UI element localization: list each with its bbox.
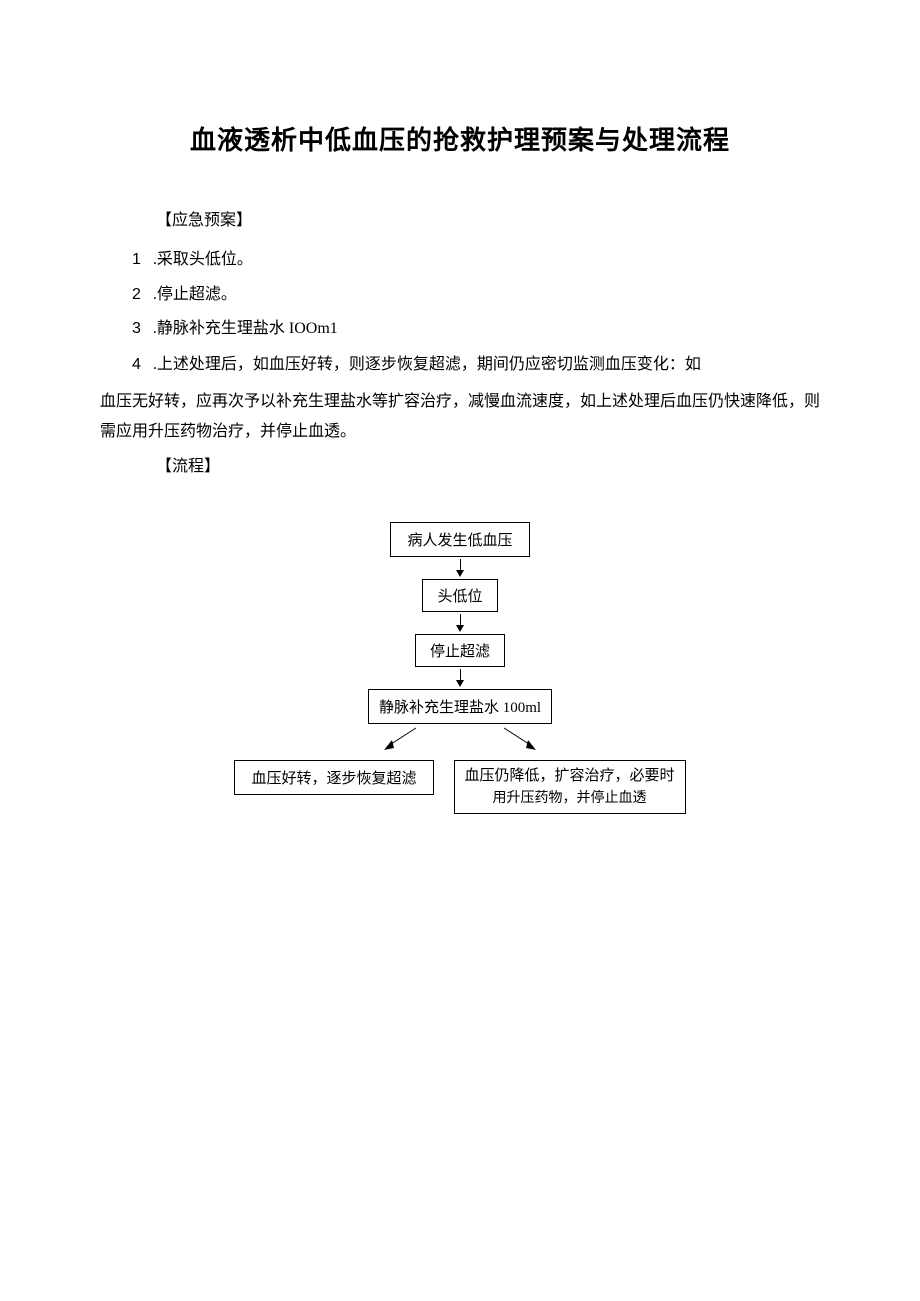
flow-node-bp-improve: 血压好转，逐步恢复超滤 bbox=[234, 760, 433, 795]
flow-node-saline: 静脉补充生理盐水 100ml bbox=[368, 689, 552, 724]
flow-node-bp-drop-line1: 血压仍降低，扩容治疗，必要时 bbox=[465, 765, 675, 788]
page-title: 血液透析中低血压的抢救护理预案与处理流程 bbox=[100, 120, 820, 157]
item-text: .停止超滤。 bbox=[149, 286, 237, 303]
arrow-diagonal-left-icon bbox=[380, 726, 420, 752]
item-text: .上述处理后，如血压好转，则逐步恢复超滤，期间仍应密切监测血压变化：如 bbox=[149, 356, 701, 373]
flowchart-container: 病人发生低血压 头低位 停止超滤 静脉补充生理盐水 100ml 血压好转，逐步恢… bbox=[100, 522, 820, 814]
flow-split-row: 血压好转，逐步恢复超滤 血压仍降低，扩容治疗，必要时 用升压药物，并停止血透 bbox=[234, 760, 685, 814]
emergency-plan-header: 【应急预案】 bbox=[156, 207, 820, 236]
plan-item-3: 3 .静脉补充生理盐水 IOOm1 bbox=[132, 315, 820, 344]
arrow-down-icon bbox=[459, 669, 461, 687]
plan-item-2: 2 .停止超滤。 bbox=[132, 281, 820, 310]
item-number: 2 bbox=[132, 286, 141, 303]
flow-node-bp-drop-line2: 用升压药物，并停止血透 bbox=[465, 788, 675, 809]
item-number: 1 bbox=[132, 251, 141, 268]
flow-node-stop-uf: 停止超滤 bbox=[415, 634, 505, 667]
plan-item-1: 1 .采取头低位。 bbox=[132, 246, 820, 275]
item-text: .静脉补充生理盐水 IOOm1 bbox=[149, 320, 338, 337]
item-number: 3 bbox=[132, 320, 141, 337]
flow-node-start: 病人发生低血压 bbox=[390, 522, 529, 557]
arrow-down-icon bbox=[459, 614, 461, 632]
split-arrows bbox=[270, 724, 650, 754]
arrow-down-icon bbox=[459, 559, 461, 577]
item-number: 4 bbox=[132, 356, 141, 373]
arrow-diagonal-right-icon bbox=[500, 726, 540, 752]
plan-item-4-continuation: 血压无好转，应再次予以补充生理盐水等扩容治疗，减慢血流速度，如上述处理后血压仍快… bbox=[100, 387, 820, 448]
flow-node-head-low: 头低位 bbox=[422, 579, 497, 612]
flowchart-header: 【流程】 bbox=[156, 453, 820, 482]
plan-item-4: 4 .上述处理后，如血压好转，则逐步恢复超滤，期间仍应密切监测血压变化：如 bbox=[132, 350, 820, 380]
item-text: .采取头低位。 bbox=[149, 251, 253, 268]
flow-node-bp-drop: 血压仍降低，扩容治疗，必要时 用升压药物，并停止血透 bbox=[454, 760, 686, 814]
